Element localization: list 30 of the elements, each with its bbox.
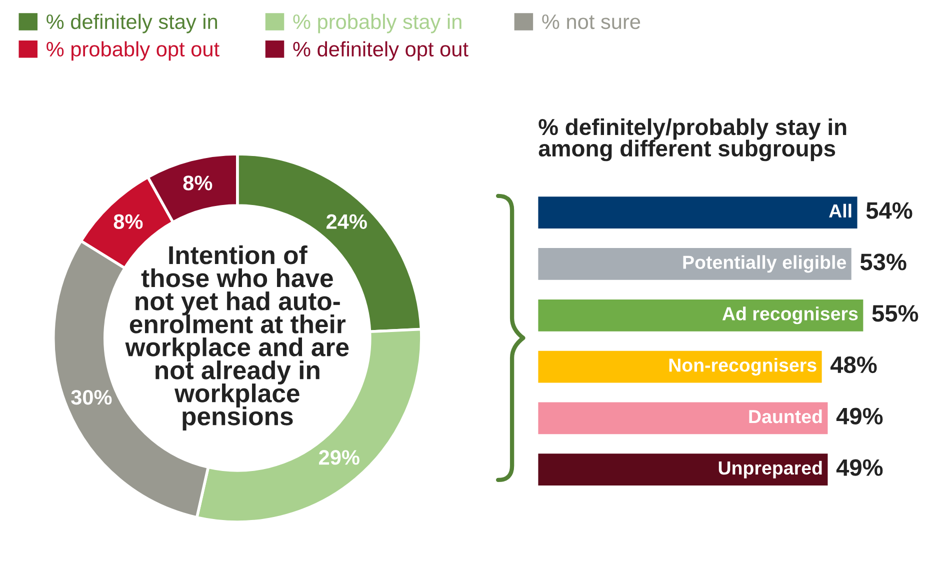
data-label: 24% xyxy=(326,214,367,229)
y-tick-label: Unprepared xyxy=(718,460,822,478)
legend-label: % definitely stay in xyxy=(46,14,218,34)
data-label: 53% xyxy=(860,254,906,270)
data-label: 30% xyxy=(71,390,112,405)
data-label: 55% xyxy=(872,305,918,322)
legend-label: % definitely opt out xyxy=(293,41,468,61)
data-label: 48% xyxy=(830,356,877,374)
legend-label: % probably opt out xyxy=(46,41,220,61)
data-label: 49% xyxy=(836,408,883,425)
y-tick-label: Potentially eligible xyxy=(683,255,846,273)
bar xyxy=(538,454,828,486)
bar xyxy=(538,350,822,383)
y-tick-label: All xyxy=(829,204,852,218)
data-label: 8% xyxy=(114,214,143,230)
legend-label: % not sure xyxy=(542,14,640,30)
data-label: 29% xyxy=(319,450,360,465)
y-tick-label: Ad recognisers xyxy=(722,306,858,324)
y-tick-label: Daunted xyxy=(749,409,822,424)
text: Intention of those who have not yet had auto- enrolment at their workplace and are not already in workplace pensions xyxy=(125,245,349,431)
y-tick-label: Non-recognisers xyxy=(669,358,816,376)
legend-label: % probably stay in xyxy=(293,14,462,34)
data-label: 8% xyxy=(183,176,212,190)
chart-title: % definitely/probably stay in among different subgroups xyxy=(538,118,846,162)
data-label: 54% xyxy=(866,202,912,219)
bar xyxy=(538,248,852,280)
data-label: 49% xyxy=(836,459,883,476)
bar xyxy=(538,196,858,229)
bar xyxy=(538,299,864,332)
bar xyxy=(538,402,828,434)
